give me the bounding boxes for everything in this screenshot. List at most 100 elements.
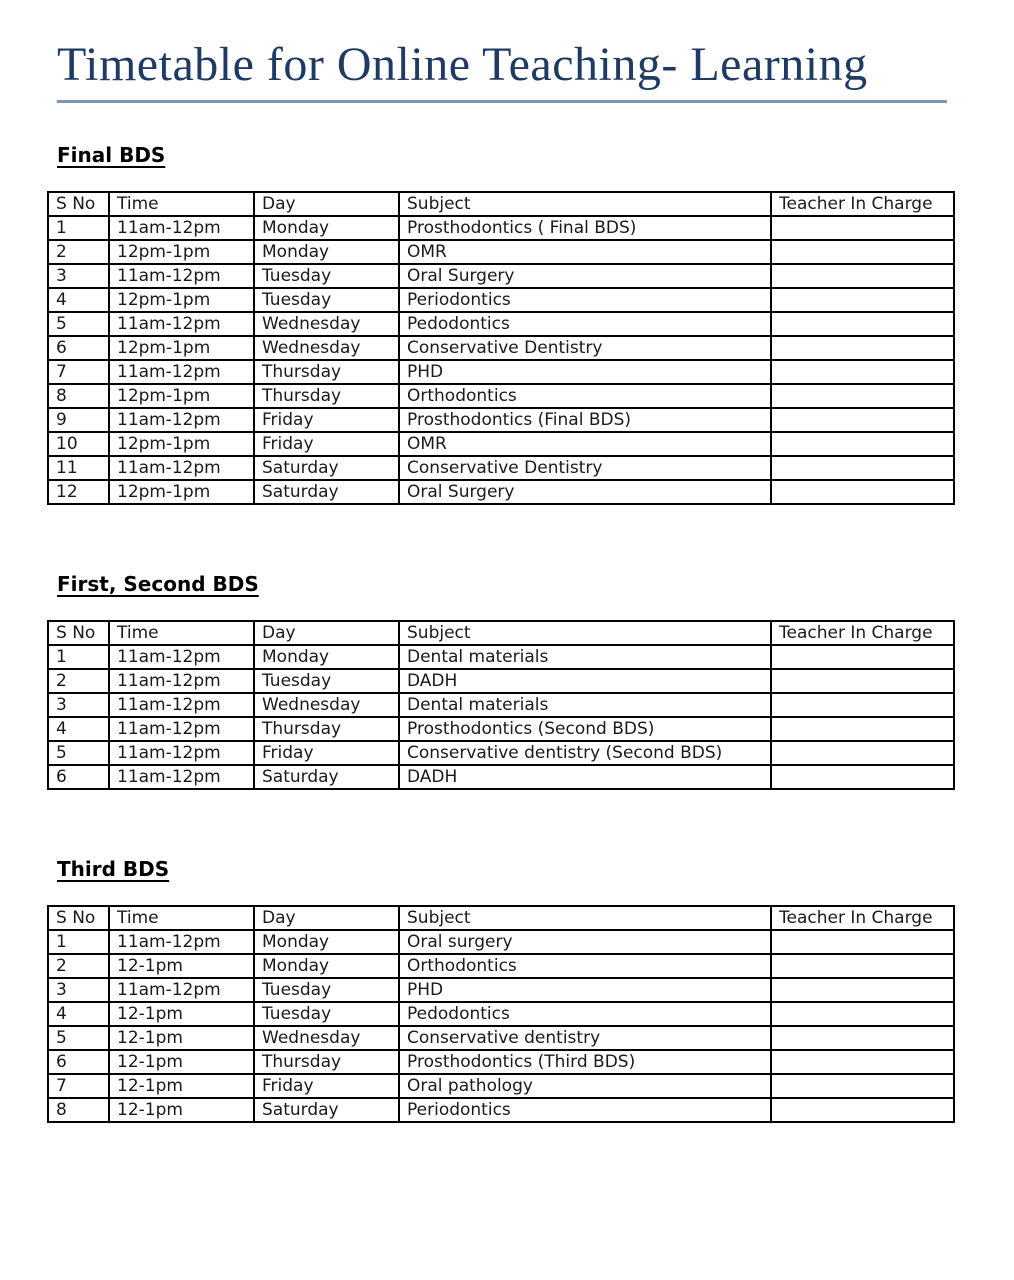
table-cell: OMR — [398, 239, 772, 265]
table-cell: 4 — [47, 1001, 110, 1027]
table-cell: 6 — [47, 1049, 110, 1075]
table-header-row: S No Time Day Subject Teacher In Charge — [47, 191, 955, 217]
table-cell: 12pm-1pm — [108, 335, 255, 361]
table-cell: Wednesday — [253, 1025, 400, 1051]
column-header-day: Day — [253, 620, 400, 646]
table-cell: 11am-12pm — [108, 407, 255, 433]
table-cell: 9 — [47, 407, 110, 433]
table-cell: 12 — [47, 479, 110, 505]
table-cell — [770, 692, 955, 718]
table-cell: Thursday — [253, 1049, 400, 1075]
table-cell: 11am-12pm — [108, 764, 255, 790]
table-cell: Tuesday — [253, 1001, 400, 1027]
column-header-teacher: Teacher In Charge — [770, 191, 955, 217]
table-cell: 12-1pm — [108, 1073, 255, 1099]
table-row: 5 11am-12pm Wednesday Pedodontics — [47, 311, 955, 337]
table-cell: Saturday — [253, 764, 400, 790]
table-cell: Thursday — [253, 359, 400, 385]
table-cell: 11am-12pm — [108, 311, 255, 337]
table-cell: Prosthodontics ( Final BDS) — [398, 215, 772, 241]
table-cell — [770, 431, 955, 457]
table-cell: 11am-12pm — [108, 740, 255, 766]
section-heading-first-second-bds: First, Second BDS — [57, 572, 259, 596]
table-cell: 11am-12pm — [108, 644, 255, 670]
table-row: 10 12pm-1pm Friday OMR — [47, 431, 955, 457]
table-cell: Periodontics — [398, 1097, 772, 1123]
table-cell — [770, 263, 955, 289]
table-cell: Wednesday — [253, 692, 400, 718]
table-cell: Saturday — [253, 455, 400, 481]
table-cell: 11am-12pm — [108, 692, 255, 718]
column-header-day: Day — [253, 191, 400, 217]
table-cell: Conservative Dentistry — [398, 335, 772, 361]
table-row: 9 11am-12pm Friday Prosthodontics (Final BD… — [47, 407, 955, 433]
table-cell — [770, 668, 955, 694]
table-cell: 5 — [47, 740, 110, 766]
table-cell: 5 — [47, 311, 110, 337]
column-header-sno: S No — [47, 620, 110, 646]
table-cell — [770, 287, 955, 313]
table-cell: 11 — [47, 455, 110, 481]
table-row: 6 12-1pm Thursday Prosthodontics (Third BDS… — [47, 1049, 955, 1075]
table-cell — [770, 407, 955, 433]
table-cell: 12-1pm — [108, 953, 255, 979]
document-title: Timetable for Online Teaching- Learning — [57, 36, 947, 103]
table-row: 7 11am-12pm Thursday PHD — [47, 359, 955, 385]
table-cell: 2 — [47, 668, 110, 694]
table-cell: 11am-12pm — [108, 668, 255, 694]
table-cell: 2 — [47, 953, 110, 979]
table-row: 1 11am-12pm Monday Oral surgery — [47, 929, 955, 955]
table-row: 5 12-1pm Wednesday Conservative dentistry — [47, 1025, 955, 1051]
table-cell: 12pm-1pm — [108, 287, 255, 313]
table-row: 7 12-1pm Friday Oral pathology — [47, 1073, 955, 1099]
table-cell: Tuesday — [253, 977, 400, 1003]
table-cell: Dental materials — [398, 692, 772, 718]
table-cell: 11am-12pm — [108, 929, 255, 955]
table-cell: 3 — [47, 977, 110, 1003]
table-row: 4 12pm-1pm Tuesday Periodontics — [47, 287, 955, 313]
table-row: 5 11am-12pm Friday Conservative dentistry (… — [47, 740, 955, 766]
column-header-subject: Subject — [398, 191, 772, 217]
table-row: 6 11am-12pm Saturday DADH — [47, 764, 955, 790]
table-cell: 5 — [47, 1025, 110, 1051]
table-cell — [770, 1025, 955, 1051]
table-cell: Dental materials — [398, 644, 772, 670]
table-cell: Prosthodontics (Third BDS) — [398, 1049, 772, 1075]
table-row: 2 11am-12pm Tuesday DADH — [47, 668, 955, 694]
table-row: 8 12pm-1pm Thursday Orthodontics — [47, 383, 955, 409]
table-cell: 4 — [47, 716, 110, 742]
table-cell: 6 — [47, 335, 110, 361]
table-cell: 1 — [47, 929, 110, 955]
table-cell: Oral surgery — [398, 929, 772, 955]
table-cell: 10 — [47, 431, 110, 457]
column-header-sno: S No — [47, 191, 110, 217]
table-cell: Pedodontics — [398, 311, 772, 337]
timetable-final-bds: S No Time Day Subject Teacher In Charge … — [47, 191, 955, 505]
table-row: 4 11am-12pm Thursday Prosthodontics (Second… — [47, 716, 955, 742]
table-cell: Monday — [253, 929, 400, 955]
table-cell — [770, 716, 955, 742]
table-cell — [770, 977, 955, 1003]
table-cell: 3 — [47, 692, 110, 718]
table-cell: PHD — [398, 977, 772, 1003]
table-cell — [770, 1097, 955, 1123]
column-header-time: Time — [108, 905, 255, 931]
table-cell: Oral Surgery — [398, 263, 772, 289]
table-cell — [770, 359, 955, 385]
table-row: 3 11am-12pm Wednesday Dental materials — [47, 692, 955, 718]
table-cell — [770, 764, 955, 790]
table-cell: 3 — [47, 263, 110, 289]
table-cell: Wednesday — [253, 311, 400, 337]
table-cell — [770, 215, 955, 241]
table-cell: 1 — [47, 644, 110, 670]
table-cell: 12pm-1pm — [108, 239, 255, 265]
table-cell — [770, 479, 955, 505]
table-cell: 11am-12pm — [108, 977, 255, 1003]
table-cell: Wednesday — [253, 335, 400, 361]
table-cell: Monday — [253, 644, 400, 670]
table-row: 12 12pm-1pm Saturday Oral Surgery — [47, 479, 955, 505]
table-cell: Pedodontics — [398, 1001, 772, 1027]
table-cell: 11am-12pm — [108, 455, 255, 481]
table-cell: Friday — [253, 407, 400, 433]
table-cell: DADH — [398, 764, 772, 790]
